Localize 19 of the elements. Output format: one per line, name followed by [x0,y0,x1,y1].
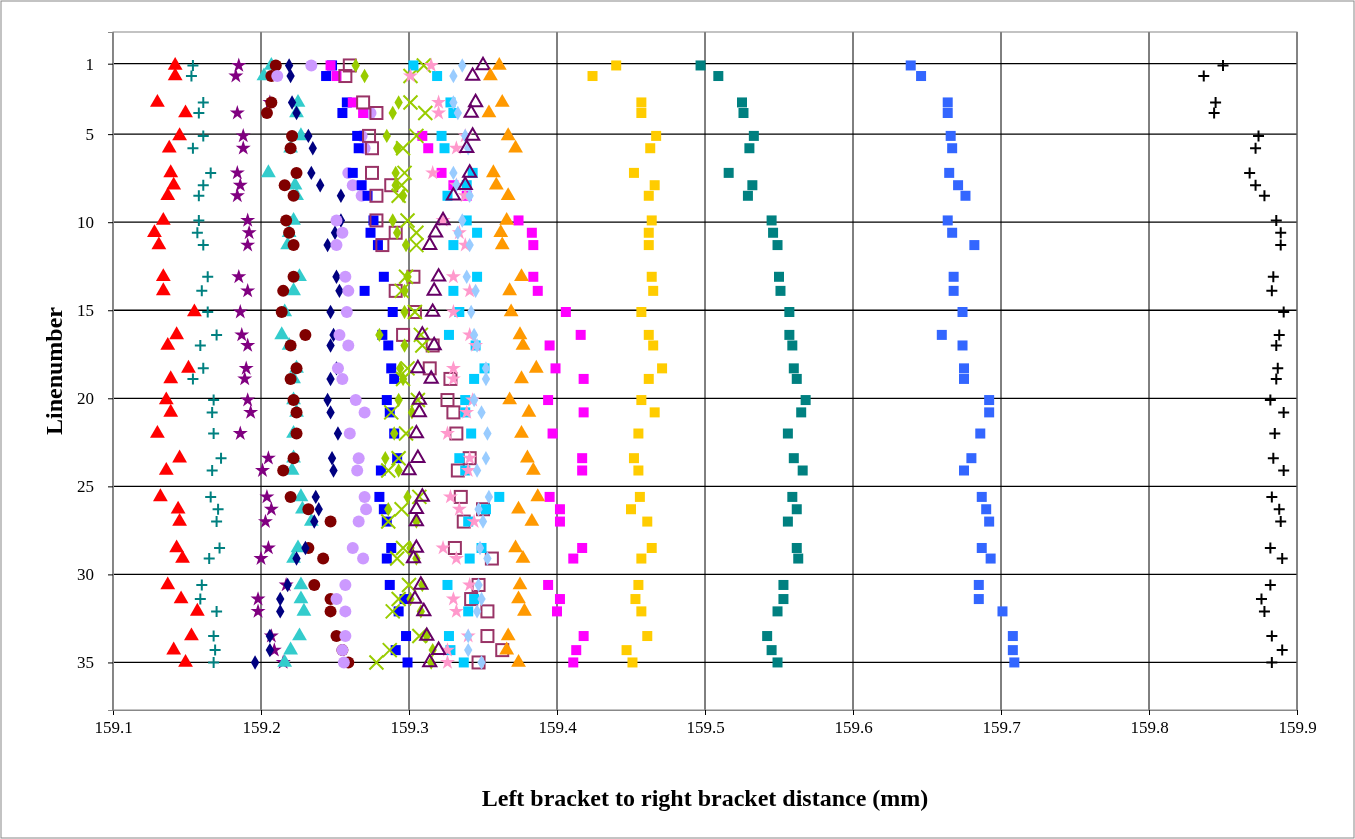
x-tick-label: 159.6 [834,718,873,738]
x-tick-label: 159.2 [242,718,281,738]
x-tick-label: 159.7 [982,718,1022,738]
y-tick-label: 10 [77,213,94,233]
x-tick-label: 159.9 [1278,718,1317,738]
y-tick-label: 1 [85,54,94,74]
y-tick-label: 30 [77,565,94,585]
x-axis-title: Left bracket to right bracket distance (mm) [481,785,929,811]
y-axis-title: Linenumber [41,306,67,436]
y-tick-label: 5 [85,125,94,145]
y-tick-label: 35 [77,653,94,673]
y-tick-label: 25 [77,477,94,497]
x-tick-label: 159.4 [538,718,578,738]
x-tick-label: 159.8 [1130,718,1169,738]
x-tick-label: 159.3 [390,718,429,738]
y-tick-label: 15 [77,301,94,321]
x-tick-label: 159.1 [94,718,133,738]
x-tick-label: 159.5 [686,718,725,738]
y-tick-label: 20 [77,389,94,409]
